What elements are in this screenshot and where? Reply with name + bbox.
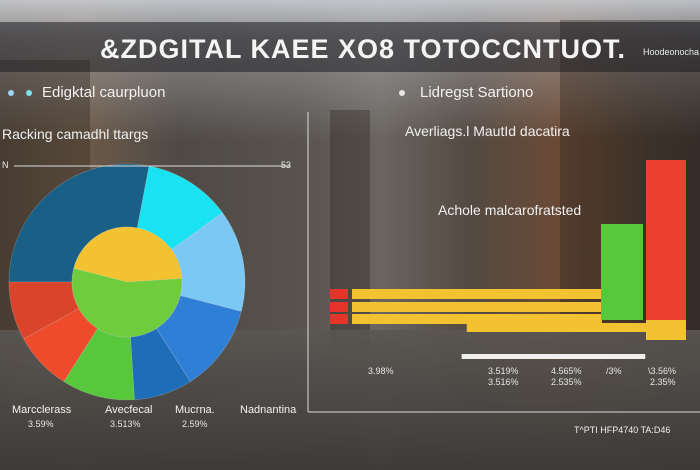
red-marker-1 bbox=[330, 289, 348, 299]
left-panel-title: Edigktal caurpluon bbox=[42, 84, 166, 101]
pie-legend-value-2: 3.513% bbox=[110, 419, 141, 429]
bar-tick-3-sub: 2.535% bbox=[551, 377, 582, 387]
horizontal-bar-3 bbox=[352, 314, 602, 324]
vertical-bar-base bbox=[646, 320, 686, 340]
bar-tick-5-sub: 2.35% bbox=[650, 377, 676, 387]
bar-tick-2-sub: 3.516% bbox=[488, 377, 519, 387]
vertical-bar-2 bbox=[646, 160, 686, 320]
pie-legend-value-3: 2.59% bbox=[182, 419, 208, 429]
right-title-dot bbox=[399, 90, 405, 96]
chart-footer: T^PTI HFP4740 TA:D46 bbox=[574, 425, 671, 435]
red-marker-2 bbox=[330, 302, 348, 312]
horizontal-bar-2 bbox=[352, 302, 602, 312]
horizontal-bar-4 bbox=[466, 323, 653, 332]
bar-tick-5: \3.56% bbox=[648, 366, 677, 376]
donut-inner-slice-2 bbox=[71, 267, 183, 338]
pie-legend-label-3: Mucrna. bbox=[175, 404, 215, 416]
pie-legend-label-1: Marcclerass bbox=[12, 404, 72, 416]
donut-inner-slice-1 bbox=[73, 226, 183, 283]
bar-tick-4: /3% bbox=[606, 366, 622, 376]
pie-legend-label-2: Avecfecal bbox=[105, 404, 153, 416]
right-panel-subtitle: Averliags.l MautId dacatira bbox=[405, 123, 570, 139]
bar-tick-3: 4.565% bbox=[551, 366, 582, 376]
bar-chart bbox=[330, 160, 686, 359]
left-panel-subtitle: Racking camadhl ttargs bbox=[2, 126, 149, 142]
pie-legend-value-1: 3.59% bbox=[28, 419, 54, 429]
red-marker-3 bbox=[330, 314, 348, 324]
left-axis-end: 53 bbox=[281, 160, 292, 170]
horizontal-bar-5 bbox=[461, 354, 646, 359]
bar-tick-2: 3.519% bbox=[488, 366, 519, 376]
right-panel-title: Lidregst Sartiono bbox=[420, 84, 534, 101]
vertical-bar-1 bbox=[601, 224, 643, 320]
bar-tick-1: 3.98% bbox=[368, 366, 394, 376]
legend-dot-teal bbox=[26, 90, 32, 96]
legend-dot-blue bbox=[8, 90, 14, 96]
chart-annotation: Achole malcarofratsted bbox=[438, 202, 582, 218]
page-title: &ZDGITAL KAEE XO8 TOTOCCNTUOT. bbox=[100, 34, 627, 64]
title-suffix: Hoodeonocha bbox=[643, 47, 700, 57]
pie-legend-label-4: Nadnantina bbox=[240, 404, 297, 416]
donut-chart bbox=[8, 163, 246, 401]
left-axis-start: N bbox=[2, 160, 9, 170]
horizontal-bar-1 bbox=[352, 289, 602, 299]
title-bar bbox=[0, 22, 700, 72]
